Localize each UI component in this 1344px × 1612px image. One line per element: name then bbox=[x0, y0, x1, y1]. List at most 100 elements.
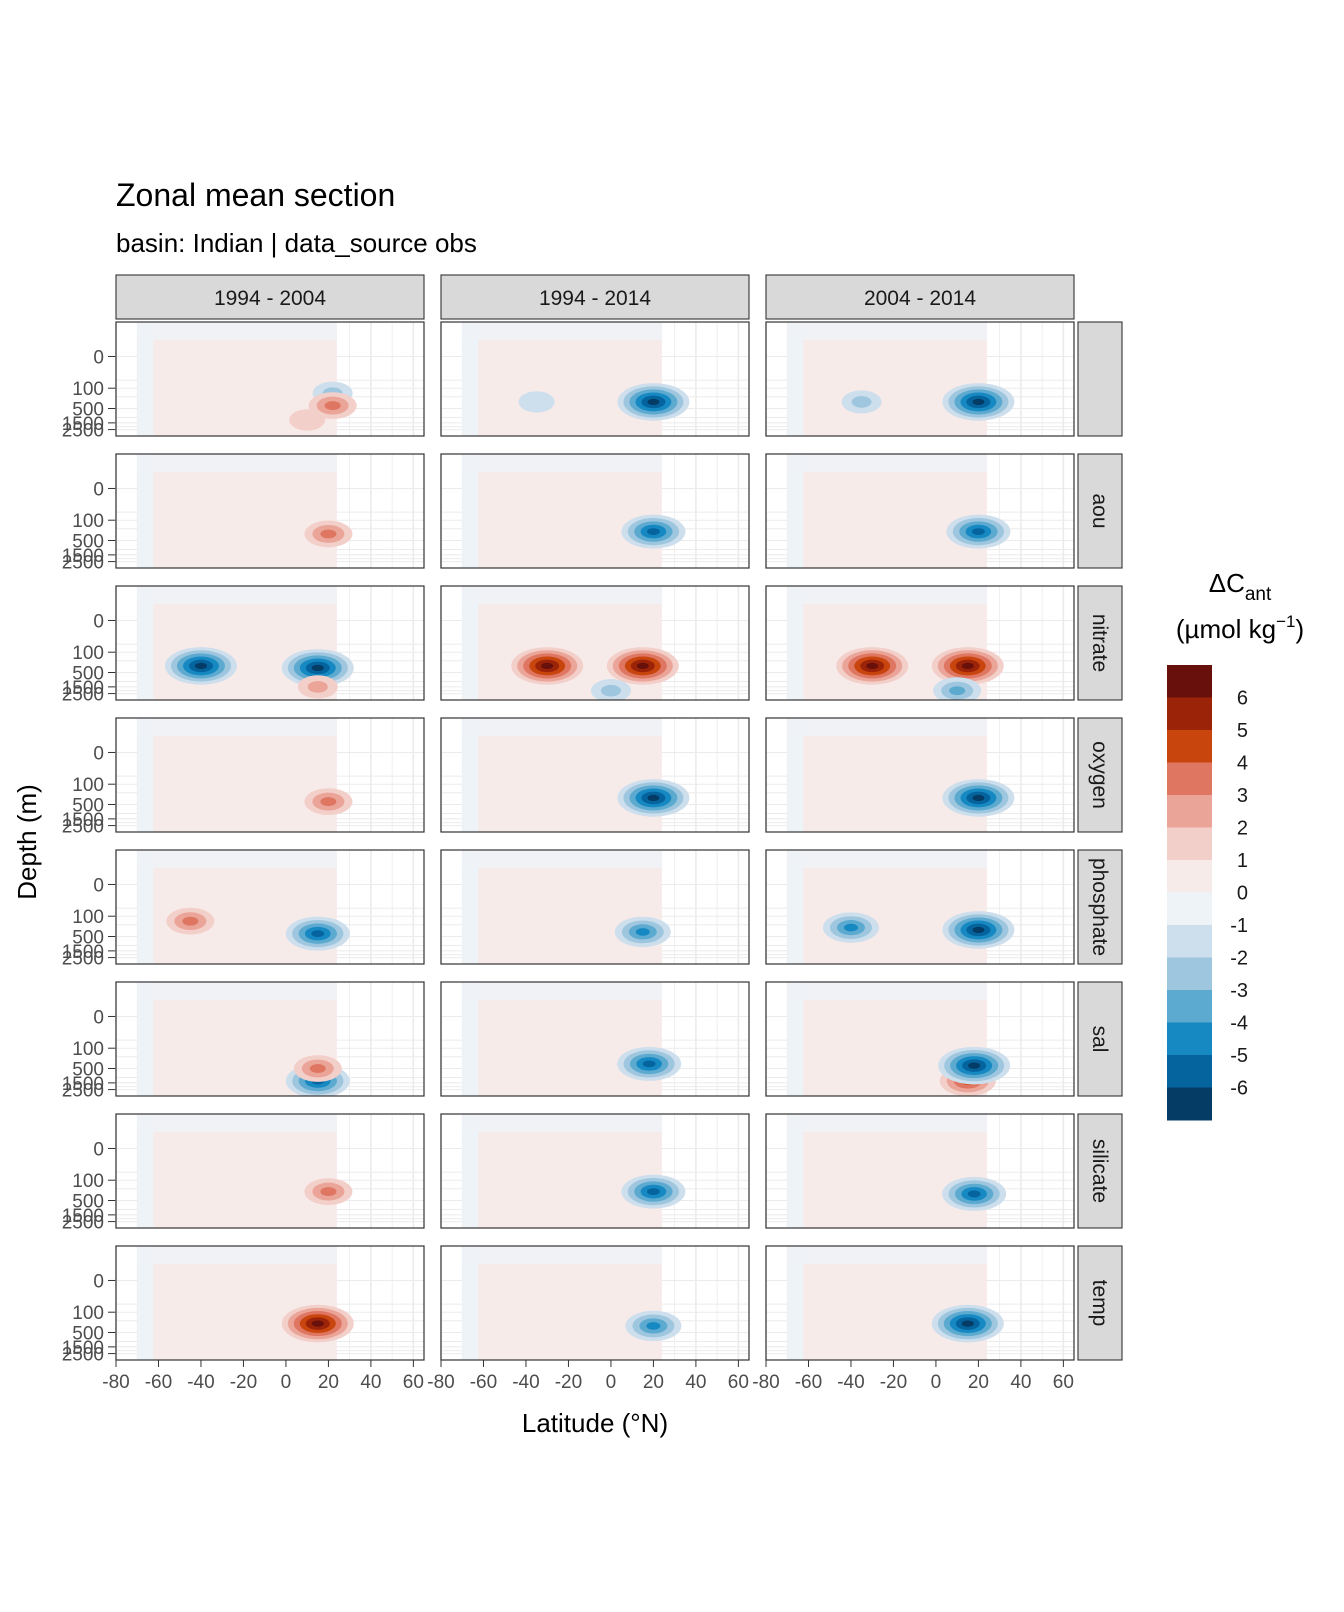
field-margin bbox=[462, 982, 479, 1096]
field-surface bbox=[462, 850, 662, 868]
field-base bbox=[462, 982, 662, 1096]
row-strip bbox=[1077, 321, 1123, 437]
facet-panel bbox=[765, 1113, 1075, 1229]
field-layer bbox=[787, 850, 1015, 964]
row-strip bbox=[1077, 1245, 1123, 1361]
anomaly-contour bbox=[320, 797, 337, 807]
y-tick-label: 2500 bbox=[62, 1345, 104, 1366]
field-base bbox=[787, 850, 987, 964]
panel-border bbox=[765, 321, 1075, 437]
x-tick-label: 40 bbox=[1010, 1372, 1031, 1393]
row-strip bbox=[1077, 717, 1123, 833]
anomaly-contour bbox=[972, 398, 985, 406]
x-tick-label: -20 bbox=[880, 1372, 907, 1393]
facet-panel bbox=[765, 585, 1075, 701]
field-surface bbox=[137, 586, 337, 604]
anomaly-contour bbox=[949, 686, 966, 696]
field-base bbox=[787, 718, 987, 832]
field-margin bbox=[137, 454, 154, 568]
legend-label: -1 bbox=[1230, 915, 1248, 937]
field-margin bbox=[462, 718, 479, 832]
field-surface bbox=[462, 586, 662, 604]
anomaly-contour bbox=[182, 916, 199, 926]
legend-swatch bbox=[1167, 762, 1212, 796]
anomaly-contour bbox=[647, 794, 660, 802]
y-tick-label: 1500 bbox=[62, 942, 104, 963]
x-tick-label: -40 bbox=[187, 1372, 214, 1393]
anomaly-contour bbox=[642, 1060, 656, 1068]
column-strip-label: 1994 - 2014 bbox=[539, 287, 651, 310]
field-surface bbox=[137, 982, 337, 1000]
y-tick-label: 2500 bbox=[62, 817, 104, 838]
field-base bbox=[462, 322, 662, 436]
field-surface bbox=[462, 1246, 662, 1264]
x-tick-label: 60 bbox=[1053, 1372, 1074, 1393]
facet-panel bbox=[115, 1113, 425, 1229]
column-strip bbox=[115, 274, 425, 320]
anomaly-contour bbox=[636, 662, 649, 670]
y-tick-label: 0 bbox=[93, 611, 104, 632]
facet-panel bbox=[115, 1245, 425, 1361]
field-margin bbox=[462, 454, 479, 568]
panel-border bbox=[440, 717, 750, 833]
facet-panel bbox=[115, 321, 425, 437]
legend-label: 6 bbox=[1237, 688, 1248, 710]
y-axis-label: Depth (m) bbox=[12, 784, 42, 900]
anomaly-contour bbox=[518, 391, 555, 413]
y-tick-label: 0 bbox=[93, 479, 104, 500]
panel-border bbox=[765, 585, 1075, 701]
row-strip-label: sal bbox=[1088, 1026, 1111, 1053]
field-base bbox=[787, 1246, 987, 1360]
chart-title: Zonal mean section bbox=[116, 177, 395, 213]
y-tick-label: 2500 bbox=[62, 553, 104, 574]
panel-border bbox=[440, 981, 750, 1097]
field-surface bbox=[137, 322, 337, 340]
field-layer bbox=[462, 586, 679, 700]
facet-panel bbox=[440, 585, 750, 701]
panel-border bbox=[115, 981, 425, 1097]
y-tick-label: 2500 bbox=[62, 1213, 104, 1234]
facet-panel bbox=[765, 453, 1075, 569]
legend-swatch bbox=[1167, 730, 1212, 763]
x-tick-label: -60 bbox=[795, 1372, 822, 1393]
legend-swatch bbox=[1167, 827, 1212, 861]
panel-border bbox=[115, 585, 425, 701]
row-strip-label: silicate bbox=[1088, 1139, 1111, 1203]
y-tick-label: 2500 bbox=[62, 421, 104, 442]
field-margin bbox=[787, 454, 804, 568]
y-tick-label: 500 bbox=[72, 1060, 104, 1081]
field-surface bbox=[462, 718, 662, 736]
row-strip-label: oxygen bbox=[1088, 741, 1111, 809]
x-tick-label: 60 bbox=[728, 1372, 749, 1393]
y-tick-label: 1500 bbox=[62, 414, 104, 435]
legend-label: -2 bbox=[1230, 948, 1248, 970]
y-tick-label: 500 bbox=[72, 1324, 104, 1345]
field-margin bbox=[137, 586, 154, 700]
legend-label: 4 bbox=[1237, 753, 1248, 775]
row-strip-label: temp bbox=[1088, 1280, 1111, 1327]
anomaly-contour bbox=[320, 529, 337, 539]
x-tick-label: 0 bbox=[931, 1372, 942, 1393]
legend-swatch bbox=[1167, 697, 1212, 731]
field-margin bbox=[137, 718, 154, 832]
facet-panel bbox=[765, 717, 1075, 833]
field-margin bbox=[137, 1246, 154, 1360]
field-margin bbox=[787, 1114, 804, 1228]
field-surface bbox=[137, 1114, 337, 1132]
panel-border bbox=[440, 585, 750, 701]
row-strip bbox=[1077, 585, 1123, 701]
legend-label: -6 bbox=[1230, 1078, 1248, 1100]
legend-swatch bbox=[1167, 925, 1212, 958]
panel-border bbox=[115, 717, 425, 833]
panel-border bbox=[765, 1113, 1075, 1229]
y-tick-label: 2500 bbox=[62, 1081, 104, 1102]
y-tick-label: 2500 bbox=[62, 949, 104, 970]
field-surface bbox=[787, 322, 987, 340]
field-margin bbox=[462, 1246, 479, 1360]
y-tick-label: 1500 bbox=[62, 678, 104, 699]
field-layer bbox=[787, 586, 1004, 700]
field-layer bbox=[787, 454, 1011, 568]
y-tick-label: 0 bbox=[93, 347, 104, 368]
y-tick-label: 1500 bbox=[62, 1206, 104, 1227]
facet-panel bbox=[440, 1113, 750, 1229]
